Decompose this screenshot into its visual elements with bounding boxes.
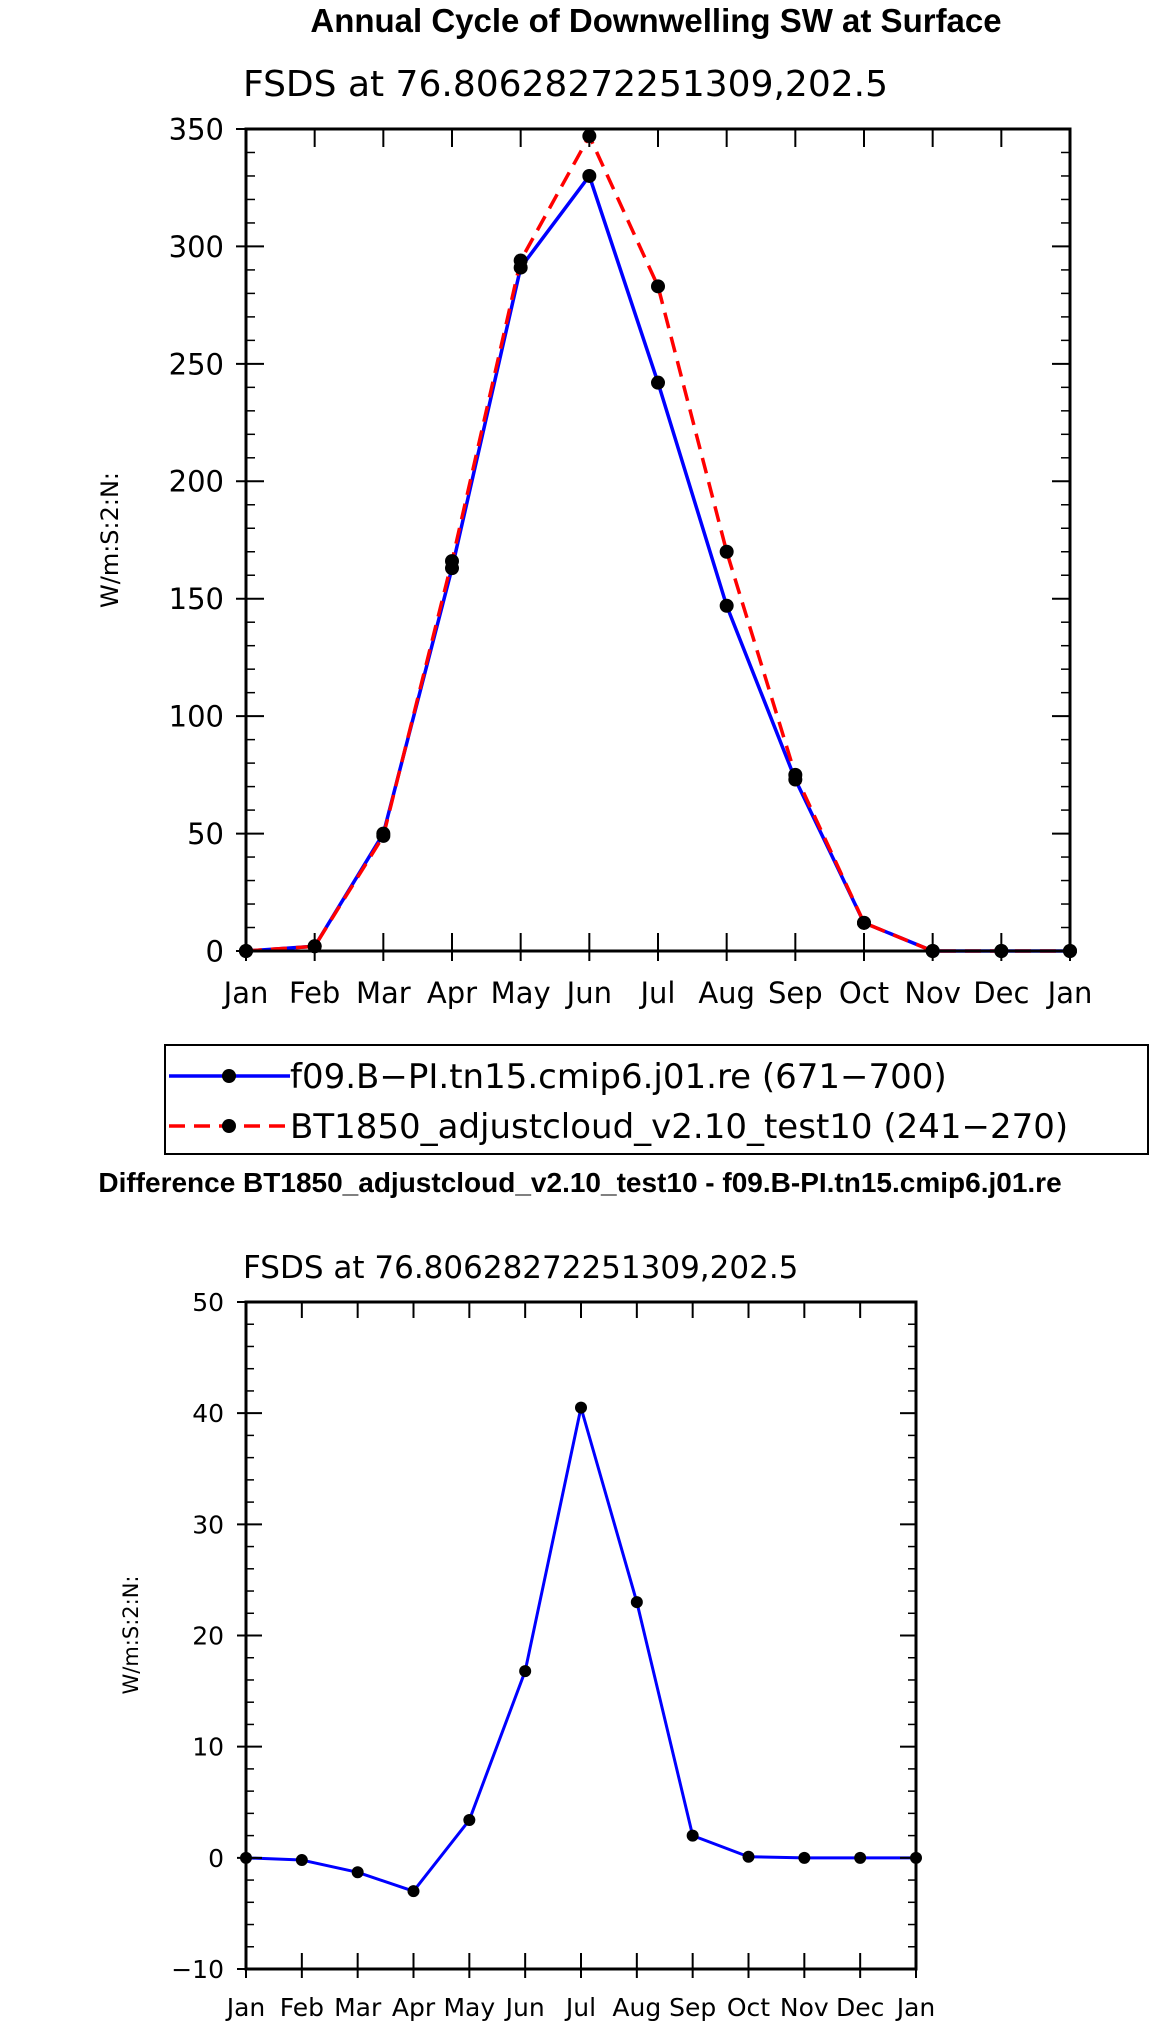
chart1-y-tick-label: 150: [169, 582, 224, 616]
chart2-y-axis-label: W/m:S:2:N:: [119, 1576, 143, 1695]
chart1-x-tick-label: Aug: [698, 976, 755, 1010]
chart2-marker-s0-8: [686, 1829, 699, 1842]
chart2-subtitle: FSDS at 76.80628272251309,202.5: [243, 1250, 798, 1286]
chart1-x-tick-label: Jul: [639, 976, 676, 1010]
chart1-x-tick-label: Jan: [222, 976, 269, 1010]
legend-marker-f09: [222, 1069, 236, 1083]
legend-marker-bt1850: [222, 1119, 236, 1133]
chart1-marker-s0-5: [582, 168, 597, 183]
chart1-x-tick-label: Dec: [973, 976, 1029, 1010]
chart2-x-tick-label: Feb: [280, 1993, 324, 2022]
chart2-axes: Jan Feb Mar Apr May Jun Jul Aug Sep Oct Nov Dec Jan−…: [171, 1288, 935, 2022]
chart1-x-tick-label: Sep: [768, 976, 823, 1010]
chart2-marker-s0-5: [519, 1665, 532, 1678]
chart2-y-tick-label: 30: [192, 1510, 224, 1539]
chart1-title: Annual Cycle of Downwelling SW at Surfac…: [310, 2, 1001, 39]
chart1-x-tick-label: Mar: [356, 976, 411, 1010]
chart2-marker-s0-4: [463, 1814, 476, 1827]
chart1-y-tick-label: 200: [169, 465, 224, 499]
chart2-x-tick-label: Aug: [612, 1993, 661, 2022]
chart1-x-tick-label: Oct: [839, 976, 889, 1010]
chart2-marker-s0-6: [575, 1401, 587, 1414]
chart1-marker-s1-4: [513, 253, 528, 268]
chart2-x-tick-label: Jan: [225, 1993, 266, 2022]
chart2-marker-s0-10: [798, 1851, 811, 1864]
chart1-x-tick-label: Apr: [427, 976, 477, 1010]
chart1-plot-frame: [244, 127, 1072, 953]
chart2-x-tick-label: Jan: [895, 1993, 936, 2022]
legend-entry-f09: f09.B−PI.tn15.cmip6.j01.re (671−700): [169, 1057, 947, 1097]
legend-entry-bt1850: BT1850_adjustcloud_v2.10_test10 (241−270…: [169, 1107, 1068, 1147]
chart2-y-tick-label: 0: [208, 1844, 224, 1873]
chart2-x-tick-label: Jul: [564, 1993, 596, 2022]
chart2-title: Difference BT1850_adjustcloud_v2.10_test…: [98, 1167, 1061, 1198]
chart1-marker-s1-8: [788, 767, 803, 782]
legend-label-f09: f09.B−PI.tn15.cmip6.j01.re (671−700): [290, 1057, 947, 1097]
chart1-y-tick-label: 250: [169, 347, 224, 381]
chart1-markers: [239, 129, 1077, 958]
chart1-marker-s1-6: [651, 279, 665, 294]
annual-cycle-chart: Annual Cycle of Downwelling SW at Surfac…: [96, 2, 1149, 1155]
chart1-marker-s1-9: [857, 915, 871, 930]
chart2-series-line-difference: [245, 1406, 916, 1893]
chart2-x-tick-label: Jun: [504, 1993, 545, 2022]
chart2-marker-s0-2: [351, 1866, 364, 1879]
chart2-y-tick-label: 50: [192, 1288, 224, 1317]
chart2-x-tick-label: Nov: [780, 1993, 829, 2022]
chart1-y-tick-label: 100: [169, 700, 224, 734]
chart1-y-tick-label: 350: [169, 112, 224, 146]
chart2-marker-s0-1: [295, 1854, 308, 1867]
chart1-x-tick-label: Nov: [904, 976, 961, 1010]
legend-label-bt1850: BT1850_adjustcloud_v2.10_test10 (241−270…: [290, 1107, 1068, 1147]
chart2-x-tick-label: Mar: [334, 1993, 382, 2022]
chart1-marker-s0-7: [719, 598, 734, 613]
chart2-x-tick-label: Dec: [836, 1993, 884, 2022]
chart2-marker-s0-11: [854, 1851, 867, 1864]
chart1-marker-s1-3: [445, 554, 459, 569]
chart2-y-tick-label: 40: [192, 1399, 224, 1428]
chart1-series-line-bt1850: [245, 134, 1070, 953]
chart1-y-axis-label: W/m:S:2:N:: [96, 472, 124, 608]
difference-chart: Difference BT1850_adjustcloud_v2.10_test…: [98, 1167, 1061, 2022]
chart1-x-tick-label: Jun: [565, 976, 612, 1010]
legend-box: [164, 1044, 1149, 1155]
chart2-y-tick-label: 10: [192, 1733, 224, 1762]
chart2-y-tick-label: −10: [171, 1955, 224, 1984]
chart1-series-layer: [239, 129, 1077, 958]
chart1-x-tick-label: May: [491, 976, 551, 1010]
chart2-series-layer: [240, 1401, 922, 1898]
chart2-marker-s0-7: [630, 1596, 643, 1609]
chart1-x-tick-label: Jan: [1046, 976, 1093, 1010]
chart1-marker-s1-2: [376, 828, 391, 843]
chart2-x-tick-label: Oct: [727, 1993, 770, 2022]
chart2-x-tick-label: Apr: [392, 1993, 436, 2022]
chart1-y-tick-label: 50: [187, 817, 224, 851]
chart1-axes: Jan Feb Mar Apr May Jun Jul Aug Sep Oct Nov Dec Jan 0…: [169, 112, 1093, 1010]
chart1-subtitle: FSDS at 76.80628272251309,202.5: [243, 64, 888, 105]
chart2-x-tick-label: Sep: [669, 1993, 716, 2022]
chart2-marker-s0-9: [742, 1850, 755, 1863]
chart1-y-tick-label: 0: [206, 934, 224, 968]
chart1-x-tick-label: Feb: [289, 976, 340, 1010]
chart1-marker-s1-7: [719, 544, 734, 559]
chart2-marker-s0-3: [407, 1885, 420, 1898]
chart2-y-tick-label: 20: [192, 1622, 224, 1651]
chart1-marker-s0-6: [651, 375, 665, 390]
chart2-markers: [240, 1401, 922, 1898]
chart1-legend: f09.B−PI.tn15.cmip6.j01.re (671−700) BT1…: [164, 1044, 1149, 1155]
chart2-x-tick-label: May: [443, 1993, 495, 2022]
chart1-y-tick-label: 300: [169, 230, 224, 264]
